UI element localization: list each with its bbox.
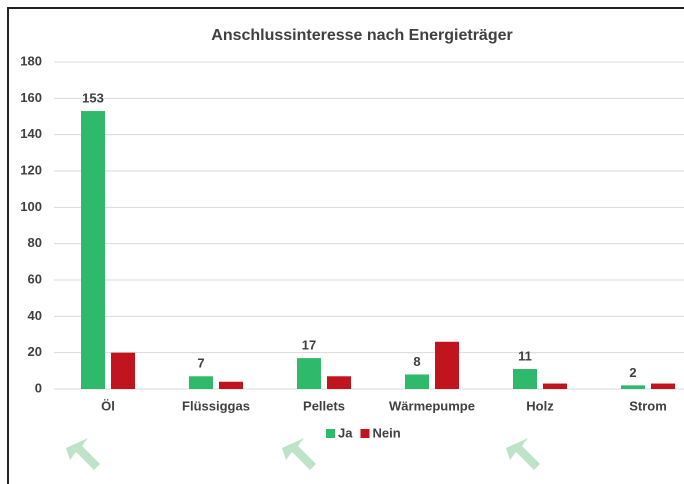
bar — [621, 385, 645, 389]
legend-label: Ja — [338, 425, 353, 440]
arrow — [282, 438, 316, 470]
bar — [543, 383, 567, 389]
decorative-arrows — [66, 438, 540, 470]
bar — [435, 341, 459, 389]
x-tick-label: Strom — [629, 398, 667, 413]
x-tick-label: Holz — [526, 398, 554, 413]
y-tick-label: 160 — [20, 90, 42, 105]
y-tick-label: 120 — [20, 162, 42, 177]
data-label: 11 — [518, 348, 532, 363]
bar — [297, 358, 321, 389]
y-tick-label: 180 — [20, 53, 42, 68]
chart-frame — [7, 7, 684, 484]
y-tick-label: 80 — [28, 235, 42, 250]
legend-label: Nein — [372, 425, 400, 440]
legend-swatch — [360, 429, 370, 438]
bar — [189, 376, 213, 389]
x-tick-label: Öl — [101, 398, 115, 413]
y-tick-label: 100 — [20, 199, 42, 214]
y-tick-label: 0 — [35, 380, 42, 395]
bar — [219, 381, 243, 389]
bar — [81, 111, 105, 390]
x-tick-label: Pellets — [303, 398, 345, 413]
data-label: 7 — [197, 356, 204, 371]
chart-title: Anschlussinteresse nach Energieträger — [211, 27, 512, 44]
bar — [651, 383, 675, 389]
data-label: 17 — [302, 338, 316, 353]
y-tick-label: 60 — [28, 271, 42, 286]
data-label: 8 — [413, 354, 420, 369]
bar — [111, 352, 135, 389]
legend-swatch — [326, 429, 335, 438]
bar — [327, 376, 351, 389]
arrow — [506, 438, 540, 470]
bar — [405, 374, 429, 389]
y-tick-label: 20 — [28, 344, 42, 359]
data-label: 2 — [629, 365, 636, 380]
y-tick-label: 40 — [28, 308, 42, 323]
arrow — [66, 438, 100, 470]
bar — [513, 369, 537, 389]
data-label: 153 — [82, 90, 104, 105]
y-tick-label: 140 — [20, 126, 42, 141]
x-tick-label: Wärmepumpe — [389, 398, 475, 413]
x-tick-label: Flüssiggas — [182, 398, 250, 413]
